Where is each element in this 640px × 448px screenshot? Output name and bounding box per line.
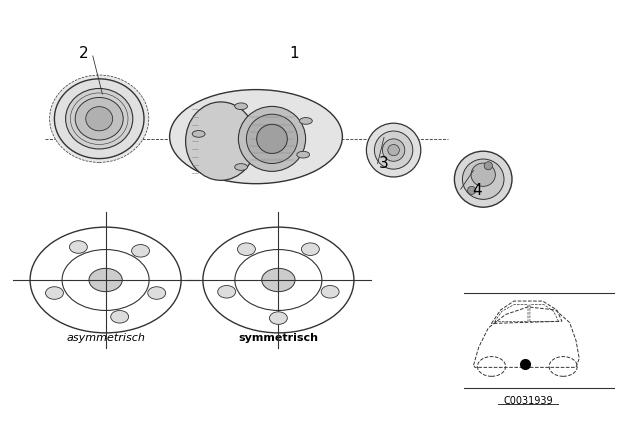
- Circle shape: [269, 312, 287, 324]
- Ellipse shape: [239, 107, 306, 172]
- Ellipse shape: [186, 102, 256, 180]
- Text: asymmetrisch: asymmetrisch: [66, 333, 145, 343]
- Ellipse shape: [76, 98, 123, 140]
- Ellipse shape: [235, 103, 248, 110]
- Circle shape: [218, 285, 236, 298]
- Ellipse shape: [170, 90, 342, 184]
- Ellipse shape: [300, 117, 312, 124]
- Text: C0031939: C0031939: [503, 396, 553, 406]
- Circle shape: [70, 241, 88, 253]
- Ellipse shape: [65, 89, 133, 149]
- Circle shape: [301, 243, 319, 255]
- Circle shape: [45, 287, 63, 299]
- Ellipse shape: [467, 186, 476, 194]
- Circle shape: [89, 268, 122, 292]
- Ellipse shape: [471, 163, 495, 186]
- Circle shape: [111, 310, 129, 323]
- Ellipse shape: [86, 107, 113, 131]
- Circle shape: [237, 243, 255, 255]
- Text: 2: 2: [78, 46, 88, 61]
- Ellipse shape: [383, 139, 405, 161]
- Circle shape: [132, 245, 150, 257]
- Ellipse shape: [454, 151, 512, 207]
- Ellipse shape: [374, 131, 413, 169]
- Ellipse shape: [484, 162, 493, 170]
- Ellipse shape: [388, 144, 399, 156]
- Text: symmetrisch: symmetrisch: [238, 333, 319, 343]
- Ellipse shape: [54, 79, 144, 159]
- Ellipse shape: [246, 114, 298, 164]
- Ellipse shape: [235, 164, 248, 170]
- Ellipse shape: [297, 151, 310, 158]
- Ellipse shape: [462, 159, 504, 199]
- Circle shape: [321, 285, 339, 298]
- Text: 4: 4: [472, 183, 482, 198]
- Ellipse shape: [192, 130, 205, 137]
- Circle shape: [148, 287, 166, 299]
- Circle shape: [262, 268, 295, 292]
- Text: 1: 1: [289, 46, 300, 61]
- Ellipse shape: [50, 75, 149, 163]
- Ellipse shape: [257, 125, 287, 154]
- Ellipse shape: [367, 123, 421, 177]
- Text: 3: 3: [379, 156, 389, 171]
